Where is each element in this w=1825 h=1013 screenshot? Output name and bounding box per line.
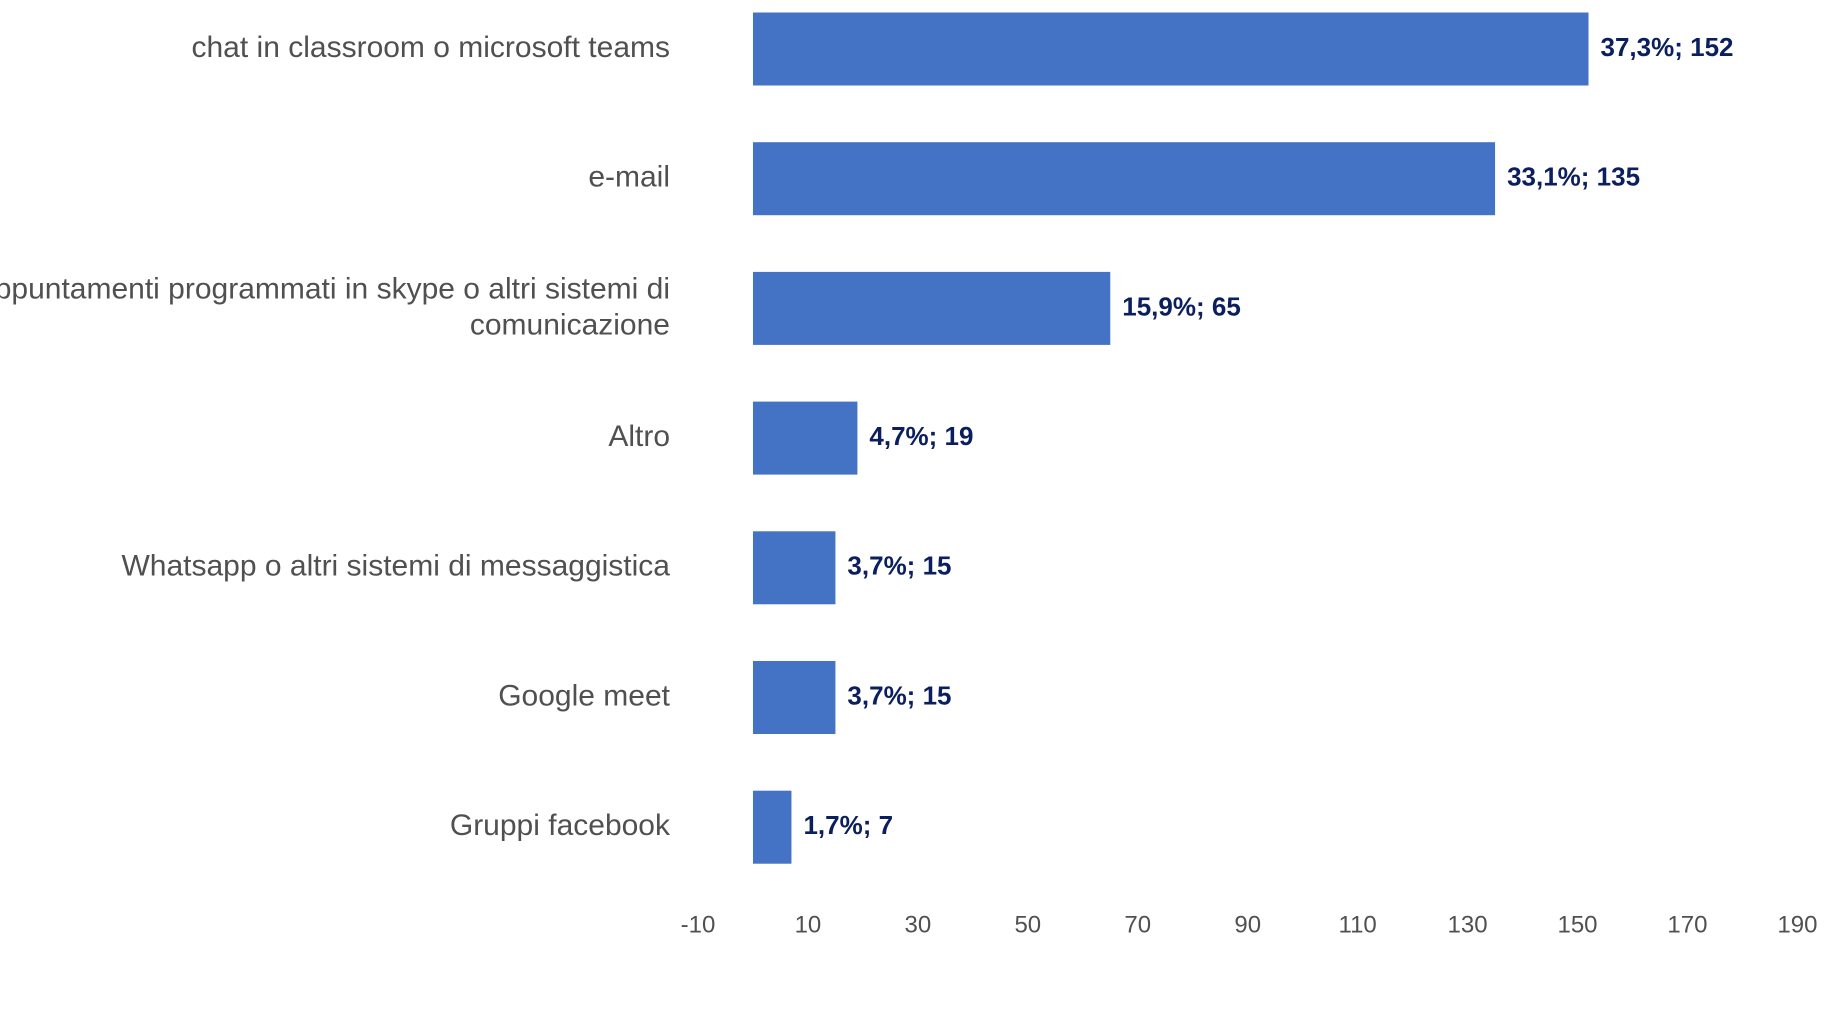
bar-2 [752,271,1111,345]
category-label-line: Appuntamenti programmati in skype o altr… [0,272,670,305]
x-axis: -10 10 30 50 70 90 110 130 150 170 190 [681,911,1818,938]
x-tick-label: 190 [1777,911,1817,938]
data-label-2: 15,9%; 65 [1122,291,1241,321]
category-label-line: Gruppi facebook [450,809,671,842]
data-label-3: 4,7%; 19 [869,421,973,451]
category-label-line: Whatsapp o altri sistemi di messaggistic… [121,550,670,583]
x-tick-label: 30 [905,911,932,938]
x-tick-label: 70 [1124,911,1151,938]
category-label-5: Google meet [498,679,670,712]
category-label-line: chat in classroom o microsoft teams [192,31,671,64]
x-tick-label: -10 [681,911,716,938]
data-label-4: 3,7%; 15 [847,551,951,581]
data-label-0: 37,3%; 152 [1601,32,1734,62]
data-label-1: 33,1%; 135 [1507,162,1640,192]
category-label-4: Whatsapp o altri sistemi di messaggistic… [121,550,670,583]
category-label-line: comunicazione [470,308,670,341]
bar-6 [752,790,792,864]
data-labels: 37,3%; 152 33,1%; 135 15,9%; 65 4,7%; 19 3,7… [803,32,1733,840]
x-tick-label: 130 [1448,911,1488,938]
data-label-5: 3,7%; 15 [847,680,951,710]
category-label-line: e-mail [588,161,670,194]
bar-4 [752,531,836,605]
category-label-0: chat in classroom o microsoft teams [192,31,671,64]
category-label-line: Google meet [498,679,670,712]
bars [752,12,1589,864]
category-labels: chat in classroom o microsoft teams e-mai… [0,31,671,842]
bar-0 [752,12,1589,86]
x-tick-label: 150 [1557,911,1597,938]
x-tick-label: 50 [1014,911,1041,938]
x-tick-label: 110 [1339,911,1377,938]
category-label-2: Appuntamenti programmati in skype o altr… [0,272,670,341]
x-tick-label: 170 [1667,911,1707,938]
bar-1 [752,142,1496,216]
bar-5 [752,661,836,734]
category-label-6: Gruppi facebook [450,809,671,842]
bar-3 [752,401,858,475]
data-label-6: 1,7%; 7 [803,810,893,840]
x-tick-label: 90 [1234,911,1261,938]
category-label-1: e-mail [588,161,670,194]
category-label-3: Altro [608,420,670,453]
x-tick-label: 10 [795,911,822,938]
category-label-line: Altro [608,420,670,453]
